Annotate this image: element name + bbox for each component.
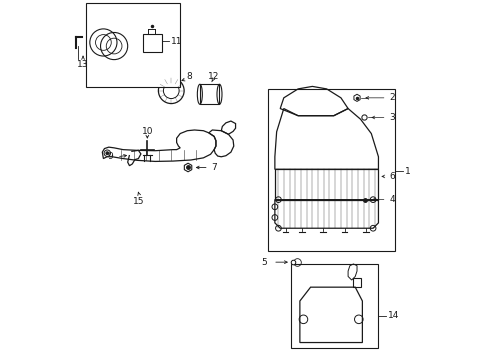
Circle shape [106, 152, 108, 155]
Text: 7: 7 [211, 163, 217, 172]
Text: 11: 11 [171, 37, 183, 46]
Text: 2: 2 [388, 93, 394, 102]
Text: 4: 4 [388, 195, 394, 204]
Bar [267, 89, 394, 251]
Text: 3: 3 [388, 113, 394, 122]
Text: 5: 5 [261, 258, 267, 267]
Text: 8: 8 [186, 72, 192, 81]
Bar [200, 84, 219, 104]
Text: 10: 10 [142, 127, 153, 136]
Bar [85, 3, 180, 87]
Bar [142, 34, 162, 52]
Text: 15: 15 [133, 197, 144, 206]
Text: 1: 1 [405, 167, 410, 176]
Text: 13: 13 [77, 60, 89, 69]
Bar [290, 264, 378, 348]
Bar [274, 169, 378, 200]
Text: 6: 6 [388, 172, 394, 181]
Text: 14: 14 [387, 311, 399, 320]
Text: 9: 9 [107, 152, 113, 161]
Text: 12: 12 [208, 72, 220, 81]
